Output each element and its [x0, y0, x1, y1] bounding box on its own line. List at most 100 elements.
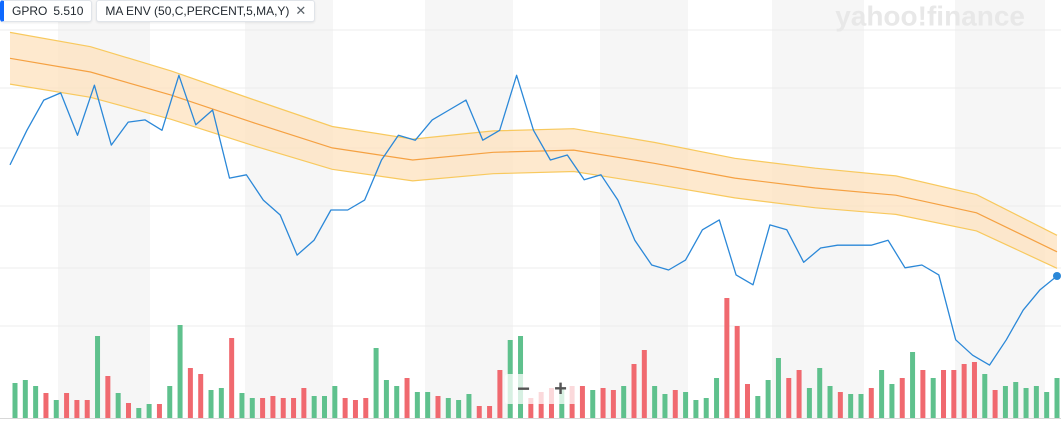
volume-bar — [332, 386, 338, 418]
volume-bar — [683, 392, 689, 418]
volume-bar — [879, 370, 885, 418]
volume-bar — [64, 393, 70, 418]
volume-bar — [837, 392, 843, 418]
watermark: yahoo!finance — [835, 0, 1025, 31]
volume-bar — [84, 400, 90, 418]
volume-bar — [187, 368, 193, 418]
indicator-tag[interactable]: MA ENV (50,C,PERCENT,5,MA,Y) ✕ — [96, 0, 316, 22]
volume-bar — [208, 390, 214, 418]
volume-bar — [352, 400, 358, 418]
volume-bar — [12, 383, 18, 418]
zoom-controls: − + — [505, 374, 579, 404]
volume-bar — [827, 386, 833, 418]
volume-bar — [941, 370, 947, 418]
volume-bar — [538, 392, 544, 418]
chart-tags: GPRO 5.510 MA ENV (50,C,PERCENT,5,MA,Y) … — [0, 0, 316, 22]
volume-bar — [414, 392, 420, 418]
volume-bar — [703, 398, 709, 418]
volume-bar — [487, 406, 493, 418]
volume-bar — [1054, 378, 1060, 418]
volume-bar — [621, 386, 627, 418]
price-line — [9, 74, 1058, 366]
volume-bar — [301, 388, 307, 418]
volume-bar — [435, 396, 441, 418]
volume-bar — [198, 374, 204, 418]
volume-bar — [146, 404, 152, 418]
volume-bar — [1023, 388, 1029, 418]
volume-bar — [1044, 392, 1050, 418]
volume-bar — [249, 398, 255, 418]
volume-bar — [404, 378, 410, 418]
volume-bar — [724, 298, 730, 418]
volume-bar — [260, 398, 266, 418]
volume-bar — [342, 398, 348, 418]
envelope-layer — [9, 31, 1058, 269]
symbol-tag[interactable]: GPRO 5.510 — [0, 0, 93, 22]
volume-bar — [672, 390, 678, 418]
last-price: 5.510 — [53, 4, 84, 18]
volume-bar — [95, 336, 101, 418]
volume-bar — [270, 396, 276, 418]
volume-bar — [889, 384, 895, 418]
volume-bar — [125, 403, 131, 418]
volume-bar — [817, 368, 823, 418]
envelope-middle — [9, 57, 1058, 253]
volume-bar — [466, 394, 472, 418]
volume-bar — [1002, 386, 1008, 418]
volume-bar — [714, 378, 720, 418]
envelope-fill — [10, 32, 1057, 269]
volume-bar — [1013, 382, 1019, 418]
volume-bar — [363, 398, 369, 418]
volume-bar — [456, 400, 462, 418]
volume-bar — [528, 398, 534, 418]
volume-bar — [693, 400, 699, 418]
volume-bar — [858, 394, 864, 418]
volume-bar — [1033, 386, 1039, 418]
volume-bar — [590, 390, 596, 418]
zoom-in[interactable]: + — [554, 376, 567, 401]
volume-bar — [167, 386, 173, 418]
volume-bar — [796, 370, 802, 418]
volume-bar — [74, 400, 80, 418]
volume-bar — [641, 350, 647, 418]
volume-bar — [600, 388, 606, 418]
remove-indicator[interactable]: ✕ — [295, 3, 307, 18]
volume-bar — [734, 326, 740, 418]
volume-bar — [115, 393, 121, 418]
volume-bar — [53, 400, 59, 418]
volume-bar — [961, 364, 967, 418]
volume-bar — [631, 364, 637, 418]
volume-bar — [156, 404, 162, 418]
volume-bar — [394, 386, 400, 418]
volume-bar — [610, 390, 616, 418]
volume-bar — [33, 386, 39, 418]
volume-bar — [579, 386, 585, 418]
volume-bar — [291, 398, 297, 418]
volume-bar — [105, 376, 111, 418]
volume-bar — [43, 393, 49, 418]
volume-bar — [982, 374, 988, 418]
volume-bar — [786, 378, 792, 418]
volume-bar — [322, 396, 328, 418]
volume-bar — [848, 394, 854, 418]
volume-bar — [373, 348, 379, 418]
volume-bar — [910, 352, 916, 418]
volume-bar — [662, 394, 668, 418]
period-band — [425, 0, 513, 418]
zoom-out[interactable]: − — [517, 376, 530, 401]
volume-bar — [383, 380, 389, 418]
volume-bar — [136, 408, 142, 418]
volume-bar — [445, 398, 451, 418]
volume-bar — [920, 370, 926, 418]
volume-bar — [992, 390, 998, 418]
volume-bar — [239, 393, 245, 418]
volume-bar — [755, 396, 761, 418]
volume-bar — [868, 388, 874, 418]
volume-bar — [765, 380, 771, 418]
volume-bar — [951, 370, 957, 418]
volume-bar — [899, 378, 905, 418]
volume-bar — [311, 396, 317, 418]
